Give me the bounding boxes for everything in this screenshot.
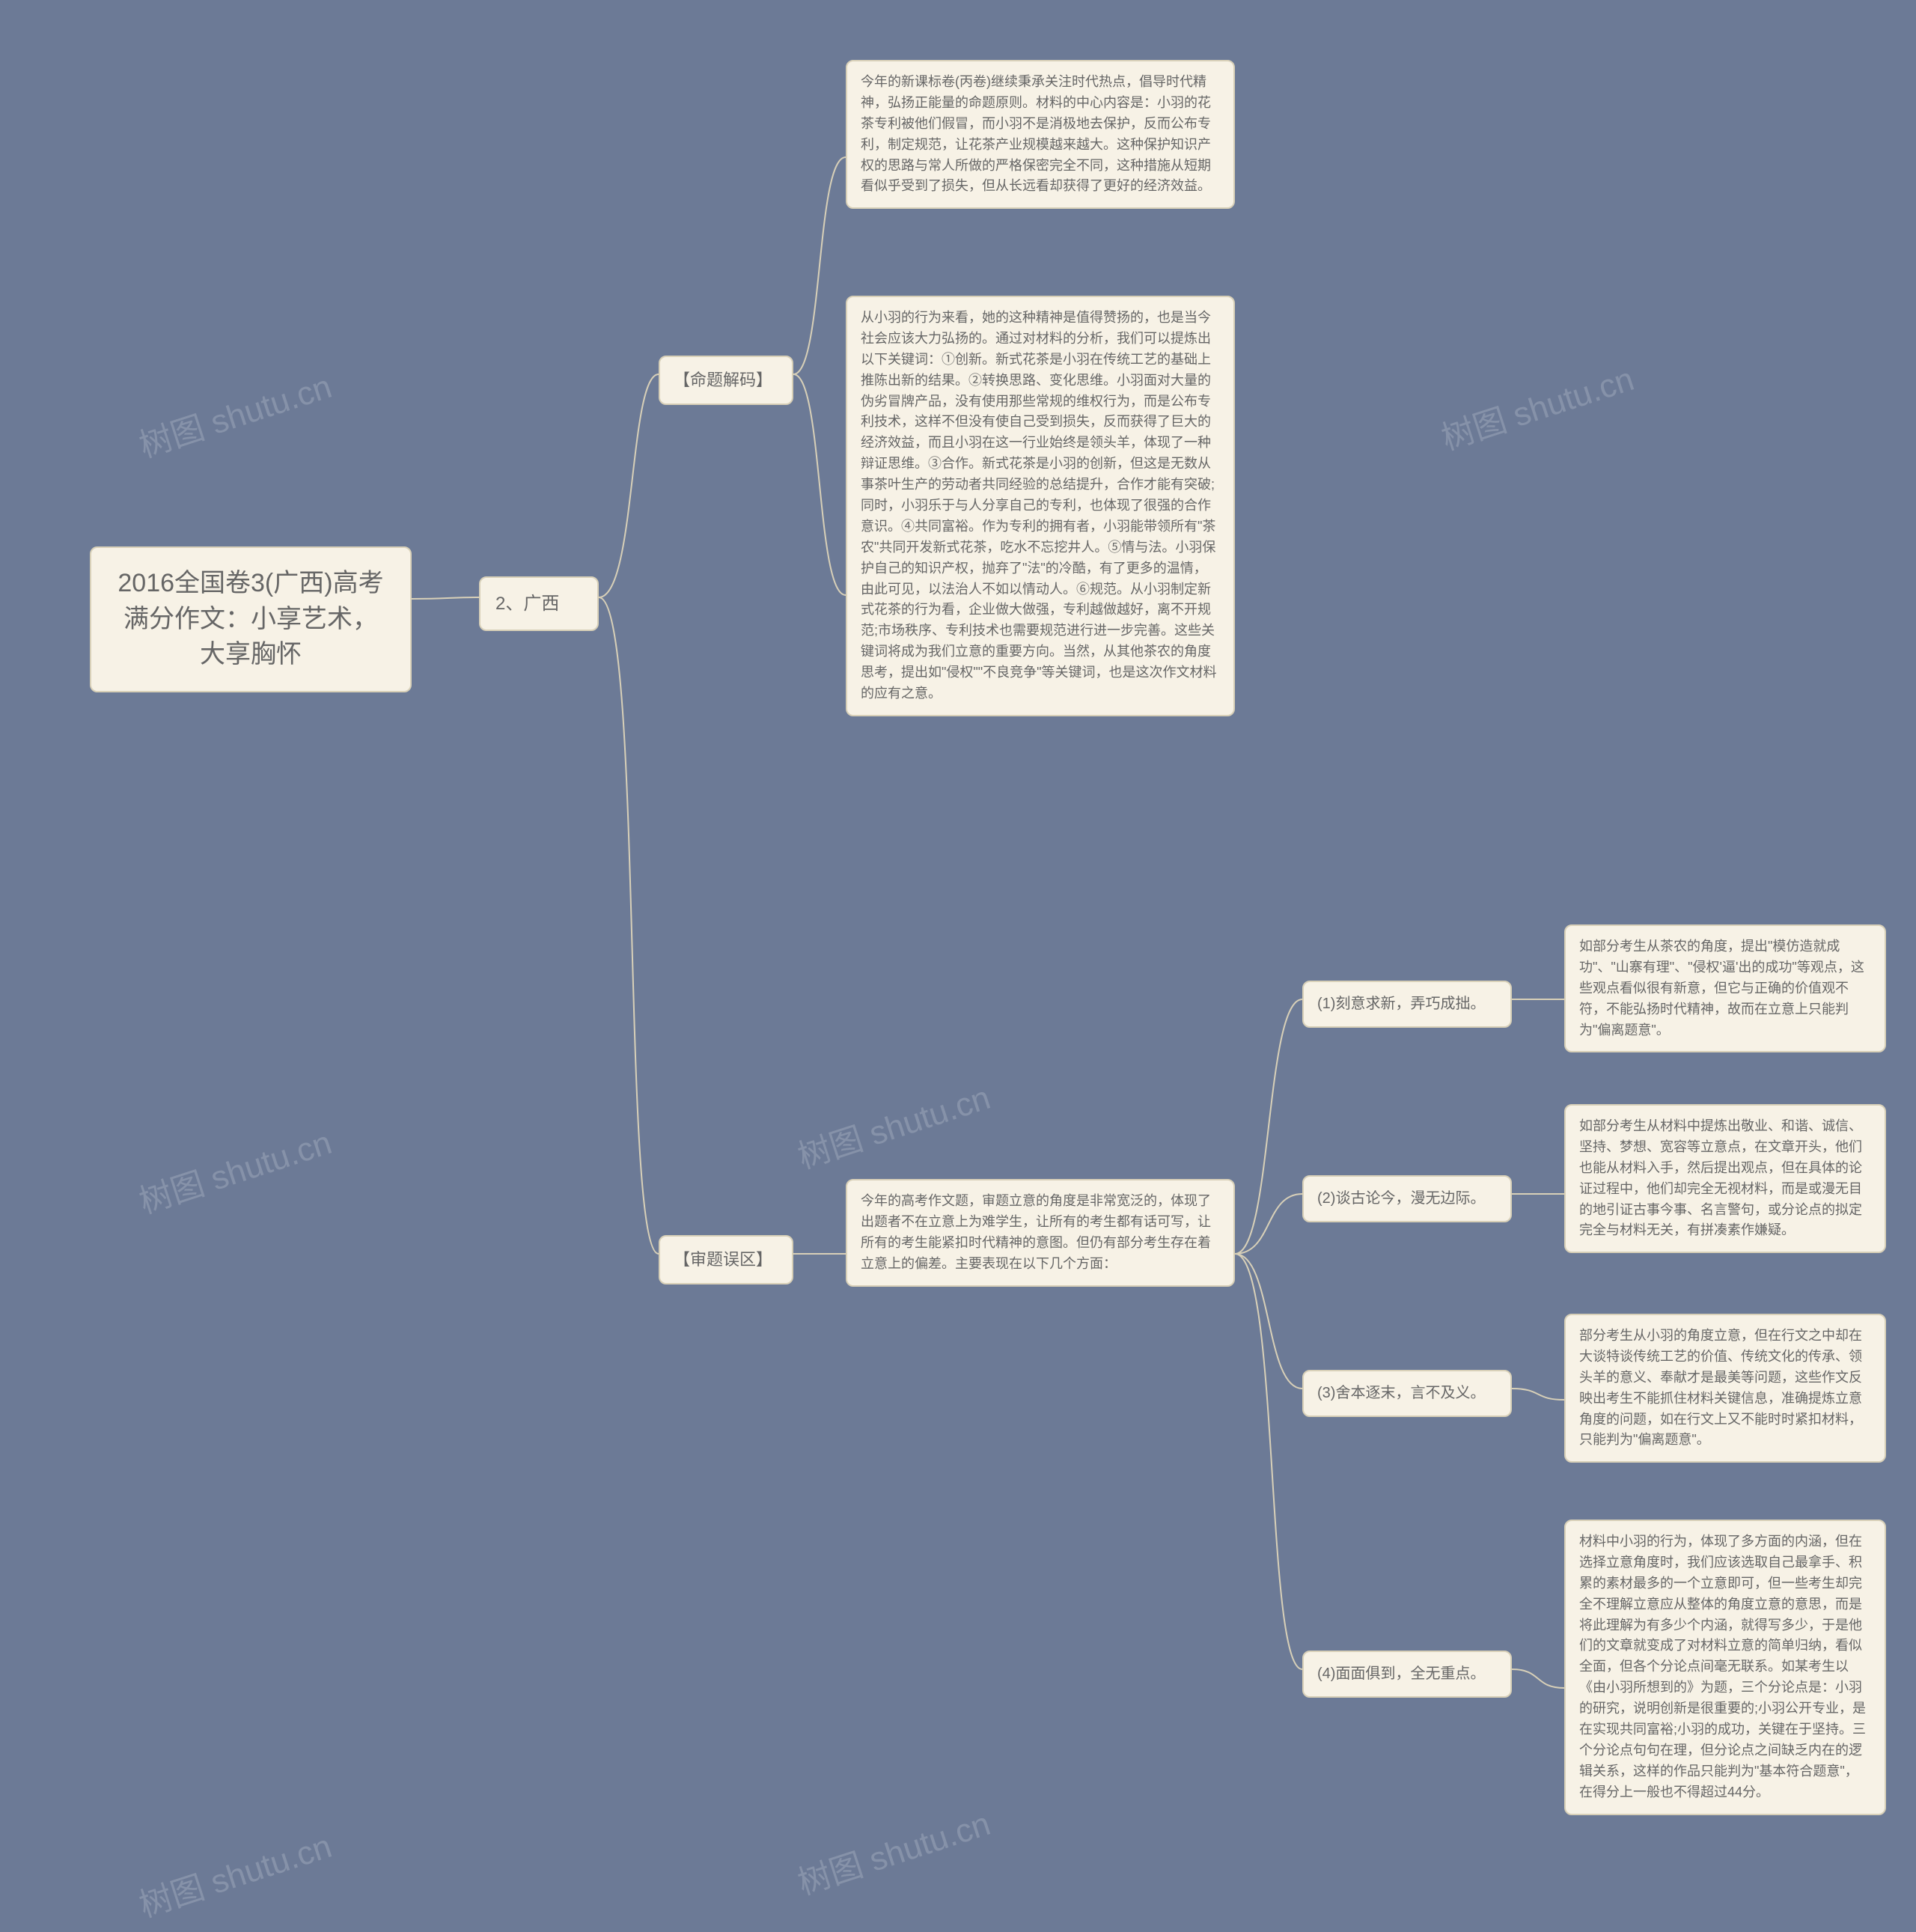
watermark: 树图 shutu.cn xyxy=(791,1070,995,1177)
item4-content-node[interactable]: 材料中小羽的行为，体现了多方面的内涵，但在选择立意角度时，我们应该选取自己最拿手… xyxy=(1564,1520,1886,1815)
shenti-intro-node[interactable]: 今年的高考作文题，审题立意的角度是非常宽泛的，体现了出题者不在立意上为难学生，让… xyxy=(846,1179,1235,1287)
item3-title-text: (3)舍本逐末，言不及义。 xyxy=(1317,1385,1485,1401)
item2-content-node[interactable]: 如部分考生从材料中提炼出敬业、和谐、诚信、坚持、梦想、宽容等立意点，在文章开头，… xyxy=(1564,1104,1886,1253)
mingti-content1-text: 今年的新课标卷(丙卷)继续秉承关注时代热点，倡导时代精神，弘扬正能量的命题原则。… xyxy=(861,74,1211,193)
root-text: 2016全国卷3(广西)高考满分作文：小享艺术，大享胸怀 xyxy=(118,569,383,668)
mingti-content2-text: 从小羽的行为来看，她的这种精神是值得赞扬的，也是当今社会应该大力弘扬的。通过对材… xyxy=(861,310,1217,701)
item3-content-node[interactable]: 部分考生从小羽的角度立意，但在行文之中却在大谈特谈传统工艺的价值、传统文化的传承… xyxy=(1564,1314,1886,1463)
item4-content-text: 材料中小羽的行为，体现了多方面的内涵，但在选择立意角度时，我们应该选取自己最拿手… xyxy=(1579,1534,1866,1800)
item2-title-text: (2)谈古论今，漫无边际。 xyxy=(1317,1190,1485,1207)
item1-title-node[interactable]: (1)刻意求新，弄巧成拙。 xyxy=(1302,981,1512,1028)
watermark: 树图 shutu.cn xyxy=(132,359,337,466)
mingti-content2-node[interactable]: 从小羽的行为来看，她的这种精神是值得赞扬的，也是当今社会应该大力弘扬的。通过对材… xyxy=(846,296,1235,716)
item2-content-text: 如部分考生从材料中提炼出敬业、和谐、诚信、坚持、梦想、宽容等立意点，在文章开头，… xyxy=(1579,1118,1862,1237)
mingti-content1-node[interactable]: 今年的新课标卷(丙卷)继续秉承关注时代热点，倡导时代精神，弘扬正能量的命题原则。… xyxy=(846,60,1235,209)
level2-text: 2、广西 xyxy=(495,594,559,614)
shenti-intro-text: 今年的高考作文题，审题立意的角度是非常宽泛的，体现了出题者不在立意上为难学生，让… xyxy=(861,1193,1211,1271)
shenti-label-node[interactable]: 【审题误区】 xyxy=(659,1235,793,1285)
level2-node[interactable]: 2、广西 xyxy=(479,576,599,631)
item3-content-text: 部分考生从小羽的角度立意，但在行文之中却在大谈特谈传统工艺的价值、传统文化的传承… xyxy=(1579,1328,1862,1447)
watermark: 树图 shutu.cn xyxy=(791,1797,995,1904)
watermark: 树图 shutu.cn xyxy=(132,1819,337,1926)
item4-title-text: (4)面面俱到，全无重点。 xyxy=(1317,1666,1485,1682)
item1-content-text: 如部分考生从茶农的角度，提出"模仿造就成功"、"山寨有理"、"侵权'逼'出的成功… xyxy=(1579,939,1864,1037)
mingti-label-node[interactable]: 【命题解码】 xyxy=(659,356,793,405)
item3-title-node[interactable]: (3)舍本逐末，言不及义。 xyxy=(1302,1370,1512,1417)
item4-title-node[interactable]: (4)面面俱到，全无重点。 xyxy=(1302,1651,1512,1698)
item1-content-node[interactable]: 如部分考生从茶农的角度，提出"模仿造就成功"、"山寨有理"、"侵权'逼'出的成功… xyxy=(1564,924,1886,1052)
watermark: 树图 shutu.cn xyxy=(132,1115,337,1222)
root-node[interactable]: 2016全国卷3(广西)高考满分作文：小享艺术，大享胸怀 xyxy=(90,546,412,692)
mingti-label-text: 【命题解码】 xyxy=(674,371,772,389)
shenti-label-text: 【审题误区】 xyxy=(674,1250,772,1269)
watermark: 树图 shutu.cn xyxy=(1435,352,1639,459)
item2-title-node[interactable]: (2)谈古论今，漫无边际。 xyxy=(1302,1175,1512,1222)
mindmap-canvas: 树图 shutu.cn 树图 shutu.cn 树图 shutu.cn 树图 s… xyxy=(0,0,1916,1932)
item1-title-text: (1)刻意求新，弄巧成拙。 xyxy=(1317,996,1485,1012)
